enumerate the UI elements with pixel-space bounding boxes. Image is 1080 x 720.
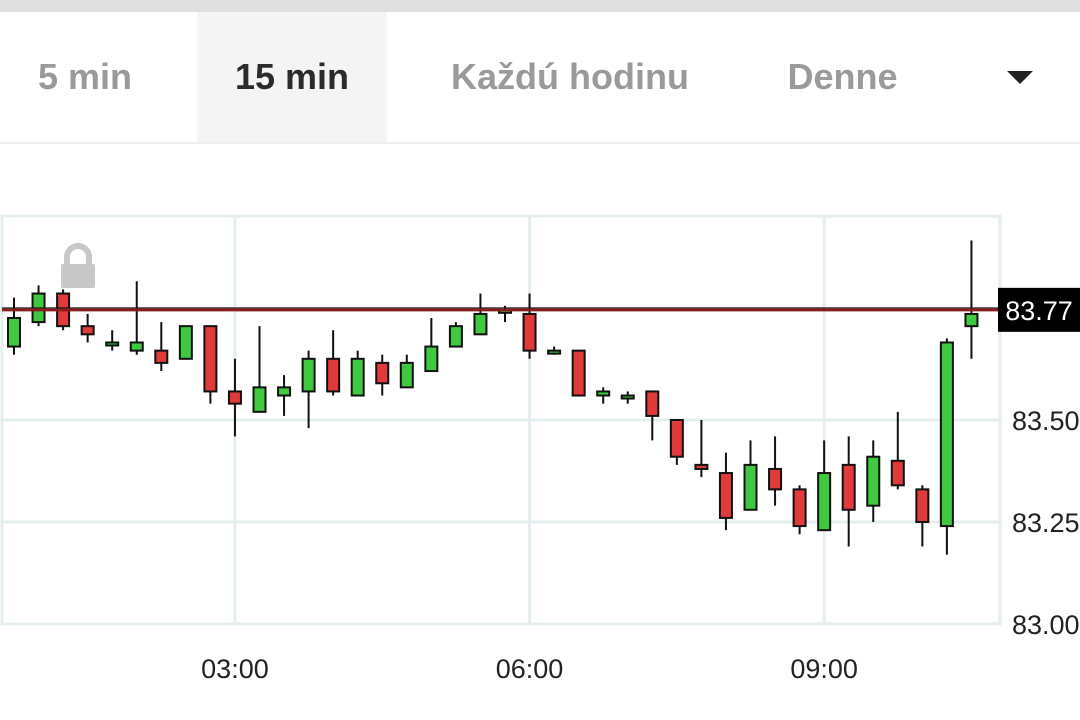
candle-body: [105, 341, 120, 347]
candle-body: [669, 419, 684, 458]
candle-body: [596, 390, 611, 397]
y-tick-label: 83.50: [1012, 406, 1080, 436]
candle-body: [571, 349, 586, 397]
candle: [350, 350, 365, 397]
candles: [7, 240, 979, 555]
candle: [80, 313, 95, 343]
candle-body: [768, 467, 783, 491]
candle: [669, 419, 684, 465]
status-bar-strip: [0, 0, 1080, 12]
candle-body: [178, 325, 193, 360]
x-tick-label: 09:00: [790, 654, 858, 684]
candle: [203, 325, 218, 404]
tab-daily[interactable]: Denne: [787, 56, 898, 97]
candle: [178, 325, 193, 360]
candle-body: [301, 357, 316, 393]
candle-body: [743, 463, 758, 511]
candle: [522, 293, 537, 359]
candle: [768, 436, 783, 506]
candle: [890, 411, 905, 490]
candle: [7, 297, 21, 355]
candle-body: [890, 459, 905, 487]
current-price-label: 83.77: [1005, 296, 1073, 326]
candle-body: [375, 361, 390, 385]
candle: [129, 281, 144, 355]
candle-body: [252, 386, 267, 413]
candle-body: [964, 312, 979, 328]
candle: [620, 391, 635, 404]
tab-5-min[interactable]: 5 min: [37, 56, 133, 97]
candle-body: [694, 463, 709, 470]
candle-body: [154, 349, 169, 364]
candle-body: [547, 349, 562, 355]
y-tick-label: 83.00: [1012, 610, 1080, 640]
candle: [301, 350, 316, 429]
candle-body: [939, 341, 954, 528]
candle: [547, 346, 562, 355]
candle: [375, 354, 390, 396]
candle-body: [277, 386, 292, 397]
tab-hourly[interactable]: Každú hodinu: [451, 56, 689, 97]
candle-body: [399, 361, 414, 389]
x-tick-label: 06:00: [496, 654, 564, 684]
candle-body: [915, 488, 930, 523]
candle: [399, 354, 414, 389]
timeframe-tabs: 5 min 15 min Každú hodinu Denne: [0, 12, 1080, 144]
candle: [694, 420, 709, 478]
candle: [105, 330, 120, 351]
candle: [227, 358, 242, 437]
candle-body: [80, 325, 95, 336]
chevron-down-icon: [1007, 70, 1033, 84]
candle-body: [866, 455, 881, 507]
chart-grid: [0, 214, 1002, 626]
candle: [31, 285, 46, 327]
candle-body: [473, 312, 488, 336]
candle: [326, 330, 341, 396]
candle: [154, 322, 169, 372]
lock-icon: [61, 243, 95, 288]
candle-body: [645, 390, 660, 417]
candle: [817, 440, 832, 532]
candle: [252, 326, 267, 413]
candle-body: [129, 341, 144, 352]
candle: [915, 485, 930, 547]
candle-body: [203, 325, 218, 393]
candle-body: [448, 325, 463, 348]
candle: [424, 318, 439, 373]
tab-15-min[interactable]: 15 min: [197, 12, 387, 142]
candle-body: [326, 357, 341, 393]
candle-body: [792, 488, 807, 528]
candle: [277, 375, 292, 416]
x-tick-label: 03:00: [201, 654, 269, 684]
candle-body: [841, 463, 856, 511]
candle-body: [620, 394, 635, 400]
candle: [596, 387, 611, 404]
candle: [743, 440, 758, 511]
candle: [571, 349, 586, 397]
y-tick-label: 83.25: [1012, 508, 1080, 538]
candle: [866, 440, 881, 522]
candle-body: [817, 472, 832, 532]
timeframe-dropdown-button[interactable]: [985, 12, 1055, 142]
candle: [718, 452, 733, 531]
candle: [448, 322, 463, 348]
candle-body: [424, 345, 439, 373]
candle-body: [227, 390, 242, 405]
candle: [964, 240, 979, 359]
candle-body: [7, 317, 21, 348]
candle-body: [350, 357, 365, 397]
candle: [645, 390, 660, 441]
candle-body: [522, 312, 537, 352]
candle-body: [718, 472, 733, 519]
current-price-badge: [998, 287, 1080, 332]
candle: [939, 338, 954, 555]
candle: [792, 485, 807, 535]
candle: [473, 293, 488, 336]
candle: [841, 436, 856, 547]
